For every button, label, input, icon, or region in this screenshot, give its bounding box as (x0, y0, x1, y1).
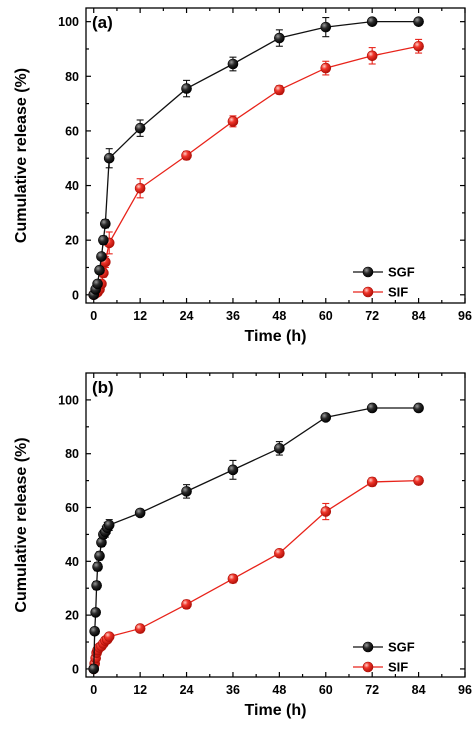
chart-b-series-sif-point (134, 623, 146, 634)
chart-b-legend-sif-marker (362, 661, 374, 673)
chart-b-y-tick-label: 0 (72, 662, 79, 676)
chart-b-series-sgf-point (134, 507, 146, 519)
chart-b-y-tick-label: 100 (58, 393, 79, 407)
chart-a-series-sgf-point (320, 21, 332, 33)
chart-b-plot-frame (85, 372, 466, 678)
chart-a-series-sgf-point (366, 16, 378, 27)
chart-b-y-tick-label: 20 (65, 609, 79, 623)
chart-b-x-tick-label: 0 (90, 683, 97, 697)
chart-b-series-sgf-point (88, 663, 100, 675)
chart-b-x-tick-label: 24 (180, 683, 194, 697)
chart-a-x-tick-label: 60 (319, 309, 333, 323)
chart-a-plot-frame (85, 7, 466, 304)
chart-b-series-sgf-point (227, 464, 239, 476)
chart-b-x-tick-label: 72 (365, 683, 379, 697)
chart-b-series-sif-point (103, 631, 115, 642)
chart-b-series-sgf-point (90, 607, 101, 618)
chart-b-y-tick-label: 40 (65, 555, 79, 569)
chart-a-legend-sgf-label: SGF (388, 265, 415, 280)
chart-a-x-tick-label: 24 (180, 309, 194, 323)
chart-b-series-sif-point (181, 599, 192, 610)
chart-a-panel-label: (a) (92, 13, 113, 32)
chart-a-y-tick-label: 100 (58, 15, 79, 29)
chart-a-y-tick-label: 60 (65, 124, 79, 138)
chart-a-series-sgf-line (93, 21, 419, 296)
chart-a-x-tick-label: 48 (272, 309, 286, 323)
chart-b-legend-sif-label: SIF (388, 660, 408, 675)
chart-b-series-sgf-point (320, 412, 332, 423)
chart-panel-a: 0 12 24 36 48 60 72 84 96 0 20 40 60 80 100 Time (h) Cum… (13, 7, 472, 345)
chart-a-series-sif-point (320, 62, 332, 74)
chart-a-y-tick-label: 20 (65, 234, 79, 248)
chart-b-series-sgf-point (89, 625, 101, 637)
chart-a-series-sif-point (134, 182, 146, 194)
chart-a-series-sgf-point (274, 32, 285, 44)
chart-a-x-tick-label: 36 (226, 309, 240, 323)
chart-a-series-sif-point (274, 84, 285, 96)
chart-b-series-sgf-point (91, 580, 102, 591)
chart-a-series-sgf-point (100, 218, 111, 230)
chart-a-series-sgf-point (181, 83, 192, 94)
chart-a-series-sif-point (366, 50, 378, 62)
chart-b-x-tick-label: 48 (272, 683, 286, 697)
chart-a-series-sgf-point (94, 264, 105, 276)
chart-a-y-tick-label: 0 (72, 288, 79, 302)
chart-b-y-tick-label: 80 (65, 447, 79, 461)
chart-a-legend-sif-label: SIF (388, 285, 408, 300)
chart-a-legend-sgf-marker (362, 266, 374, 278)
chart-b-series-sgf-point (274, 443, 285, 454)
chart-b-panel-label: (b) (92, 378, 114, 397)
chart-b-y-axis-title: Cumulative release (%) (13, 437, 30, 612)
chart-a-series-sgf-point (92, 278, 103, 290)
chart-b-series-sif-point (227, 573, 239, 585)
chart-a-y-tick-label: 40 (65, 179, 79, 193)
chart-a-x-tick-label: 72 (365, 309, 379, 323)
chart-b-series-sif-point (366, 476, 378, 488)
chart-b-series-sgf-point (413, 402, 424, 414)
chart-a-x-tick-label: 84 (412, 309, 426, 323)
chart-b-series-sif-point (413, 475, 424, 486)
chart-a-series-sgf-point (96, 251, 107, 262)
chart-b-y-tick-label: 60 (65, 501, 79, 515)
chart-a-y-axis-title: Cumulative release (%) (13, 68, 30, 243)
chart-b-x-tick-label: 84 (412, 683, 426, 697)
chart-a-series-sgf-point (98, 234, 109, 246)
chart-b-x-tick-label: 60 (319, 683, 333, 697)
chart-a-x-tick-label: 96 (458, 309, 472, 323)
chart-b-series-sif-point (320, 506, 332, 517)
chart-panel-b: 0 12 24 36 48 60 72 84 96 0 20 40 60 80 100 Time (h) Cum… (13, 372, 472, 719)
chart-a-series-sif-point (181, 150, 192, 161)
chart-a-x-tick-label: 12 (133, 309, 147, 323)
chart-a-series-sif-line (93, 45, 419, 296)
chart-a-x-axis-title: Time (h) (245, 328, 307, 345)
chart-b-series-sgf-point (94, 550, 105, 562)
chart-b-legend-sgf-marker (362, 641, 374, 653)
chart-b-series-sgf-point (92, 561, 103, 572)
chart-a-x-tick-label: 0 (90, 309, 97, 323)
chart-a-series-sgf-point (227, 58, 239, 70)
chart-a-series-sgf-point (413, 16, 424, 27)
chart-b-x-tick-label: 12 (133, 683, 147, 697)
chart-b-x-tick-label: 36 (226, 683, 240, 697)
chart-a-series-sif-point (413, 40, 424, 52)
chart-a-series-sgf-point (134, 122, 146, 134)
chart-b-series-sgf-point (103, 519, 115, 531)
chart-b-series-sgf-point (366, 402, 378, 414)
chart-b-legend-sgf-label: SGF (388, 640, 415, 655)
chart-b-series-sif-point (274, 547, 285, 559)
chart-a-series-sif-point (227, 116, 239, 127)
chart-b-x-axis-title: Time (h) (245, 702, 307, 719)
chart-b-x-tick-label: 96 (458, 683, 472, 697)
chart-a-series-sgf-point (103, 152, 115, 164)
chart-a-y-tick-label: 80 (65, 70, 79, 84)
chart-a-legend-sif-marker (362, 286, 374, 298)
chart-b-series-sgf-point (181, 486, 192, 497)
